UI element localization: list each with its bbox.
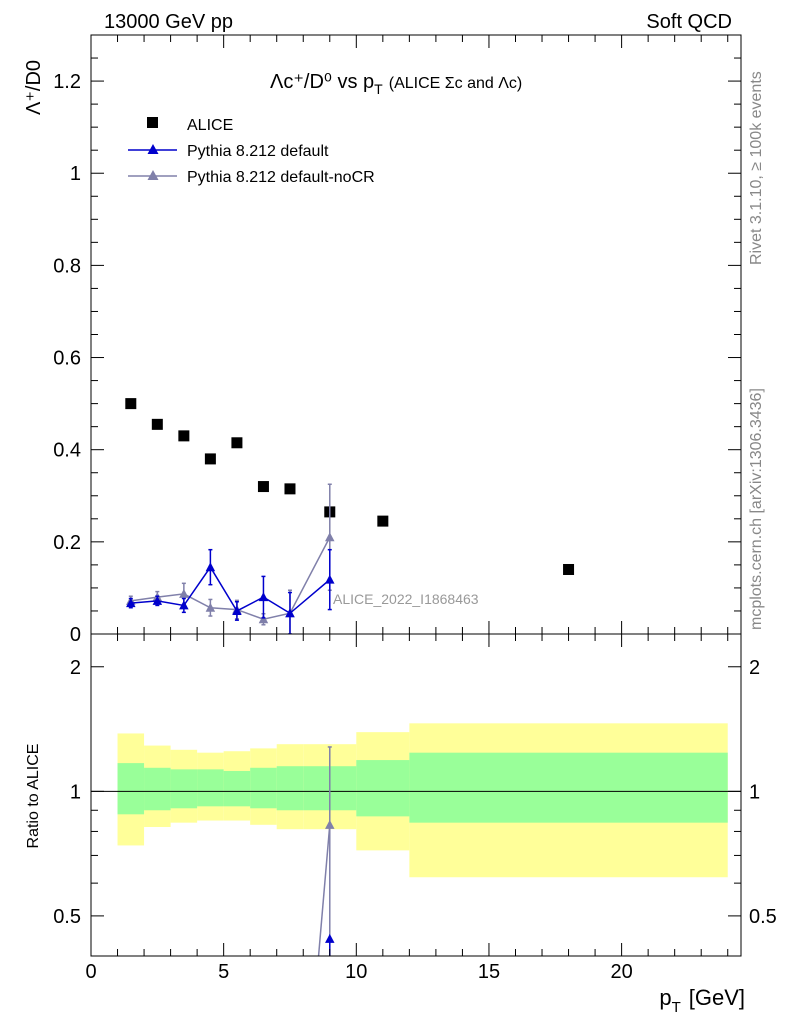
pythia-marker [232,605,242,615]
pythia-nocr-marker [258,614,269,624]
xaxis-tick-label: 5 [218,961,229,983]
ratio-pythia-nocr-marker [325,819,335,829]
ratio-ytick-label-right: 2 [749,657,760,679]
alice-data-point [231,437,243,449]
ratio-band-inner [356,760,410,817]
main-ytick-label: 0.8 [53,255,81,277]
pythia-line [130,565,331,615]
pythia-marker [205,562,216,572]
pythia-nocr-line [130,536,331,621]
xaxis-tick-label: 0 [85,961,96,983]
legend-pythia-label: Pythia 8.212 default [187,143,329,160]
mcplots-label: mcplots.cern.ch [arXiv:1306.3436] [748,388,765,630]
alice-data-point [125,398,137,410]
main-ytick-label: 0.4 [53,440,81,462]
pythia-marker [126,598,136,608]
ratio-ytick-label: 2 [70,657,81,679]
ratio-band-inner [197,769,224,807]
legend-pythia-nocr-marker [147,170,159,180]
ratio-plot-area [91,723,741,956]
pythia-nocr-marker [325,532,335,542]
main-plot-area [125,398,575,634]
legend: ALICE Pythia 8.212 default Pythia 8.212 … [128,117,375,186]
ratio-band-inner [250,767,277,809]
xaxis-tick-label: 10 [345,961,367,983]
ratio-band-inner [276,766,304,811]
ratio-ytick-label: 1 [70,781,81,803]
alice-data-point [204,453,216,465]
ratio-plot-axes: 0 5 10 15 20 0.5 0.5 1 1 2 2 [53,634,777,983]
ratio-ytick-label: 0.5 [53,906,81,928]
legend-pythia-nocr-label: Pythia 8.212 default-noCR [187,169,375,186]
ratio-band-inner [170,769,198,809]
legend-alice-label: ALICE [187,117,233,134]
ratio-band-inner [144,767,171,811]
ratio-plot-frame [90,633,742,957]
main-ytick-label: 0.2 [53,532,81,554]
pythia-nocr-marker [205,602,216,612]
main-ylabel: Λ⁺/D0 [23,60,45,115]
main-ytick-label: 1 [70,163,81,185]
pythia-marker [179,600,189,610]
pythia-marker [285,608,295,618]
legend-alice-marker [147,117,158,128]
ratio-ytick-label-right: 0.5 [749,906,777,928]
pythia-marker [325,574,335,584]
xaxis-tick-label: 15 [478,961,500,983]
xaxis-label: pT [GeV] [659,985,745,1016]
analysis-label: ALICE_2022_I1868463 [333,591,479,607]
pythia-nocr-marker [179,588,189,598]
xaxis-tick-label: 20 [610,961,632,983]
alice-data-point [257,481,269,493]
header-category-label: Soft QCD [646,11,732,33]
ratio-ylabel: Ratio to ALICE [25,744,42,849]
main-ytick-label: 0.6 [53,348,81,370]
ratio-band-inner [223,770,251,807]
alice-data-point [151,418,163,430]
ratio-band-inner [409,752,728,823]
alice-data-point [178,430,190,442]
ratio-pythia-marker [325,933,335,943]
header-energy-label: 13000 GeV pp [104,11,233,33]
alice-data-point [563,563,575,575]
ratio-band-inner [117,763,145,815]
alice-data-point [377,515,389,527]
main-ytick-label: 1.2 [53,71,81,93]
legend-pythia-marker [147,144,159,154]
alice-data-point [284,483,296,495]
ratio-ytick-label-right: 1 [749,781,760,803]
rivet-version-label: Rivet 3.1.10, ≥ 100k events [748,71,765,265]
ratio-pythia-nocr-line [317,824,331,956]
pythia-marker [152,595,163,605]
main-ytick-label: 0 [70,624,81,646]
main-plot-title: Λc⁺/D⁰ vs pT (ALICE Σc and Λc) [270,71,522,97]
pythia-marker [258,592,269,602]
